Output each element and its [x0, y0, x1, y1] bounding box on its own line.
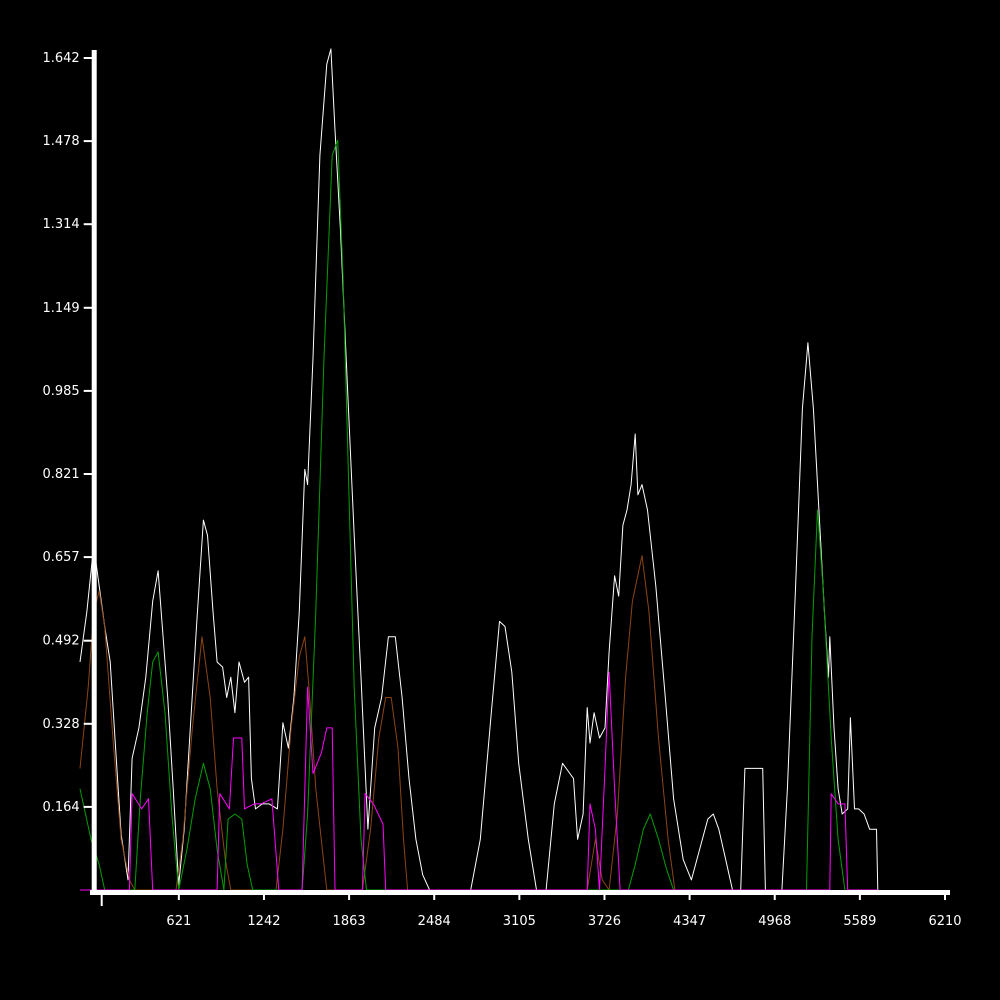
y-tick-label: 0.657 [42, 550, 79, 565]
x-tick-label: 4968 [758, 914, 791, 929]
series-line-1 [79, 48, 879, 891]
y-tick-label: 0.492 [42, 634, 79, 649]
y-tick-label: 0.328 [42, 717, 79, 732]
x-tick-label: 2484 [418, 914, 451, 929]
axes-layer: 0.164 0.328 0.492 0.657 0.821 0.985 1.149 1.314… [42, 50, 962, 929]
series-layer [79, 48, 879, 891]
x-tick-label: 6210 [928, 914, 961, 929]
series-line-4 [80, 671, 878, 891]
x-tick-label: 3105 [503, 914, 536, 929]
x-tick-label: 3726 [588, 914, 621, 929]
y-tick-label: 0.985 [42, 384, 79, 399]
x-tick-label: 5589 [843, 914, 876, 929]
x-tick-label: 4347 [673, 914, 706, 929]
series-line-3 [79, 139, 846, 891]
y-axis-line [91, 50, 97, 893]
x-tick-label: 1863 [333, 914, 366, 929]
y-tick-label: 1.149 [42, 301, 79, 316]
series-line-2 [79, 555, 676, 891]
y-tick-label: 1.642 [42, 51, 79, 66]
x-tick-label: 1242 [247, 914, 280, 929]
y-tick-label: 0.164 [42, 800, 79, 815]
y-tick-label: 1.478 [42, 134, 79, 149]
y-tick-label: 1.314 [42, 217, 79, 232]
x-tick-label: 621 [166, 914, 191, 929]
y-tick-label: 0.821 [42, 467, 79, 482]
